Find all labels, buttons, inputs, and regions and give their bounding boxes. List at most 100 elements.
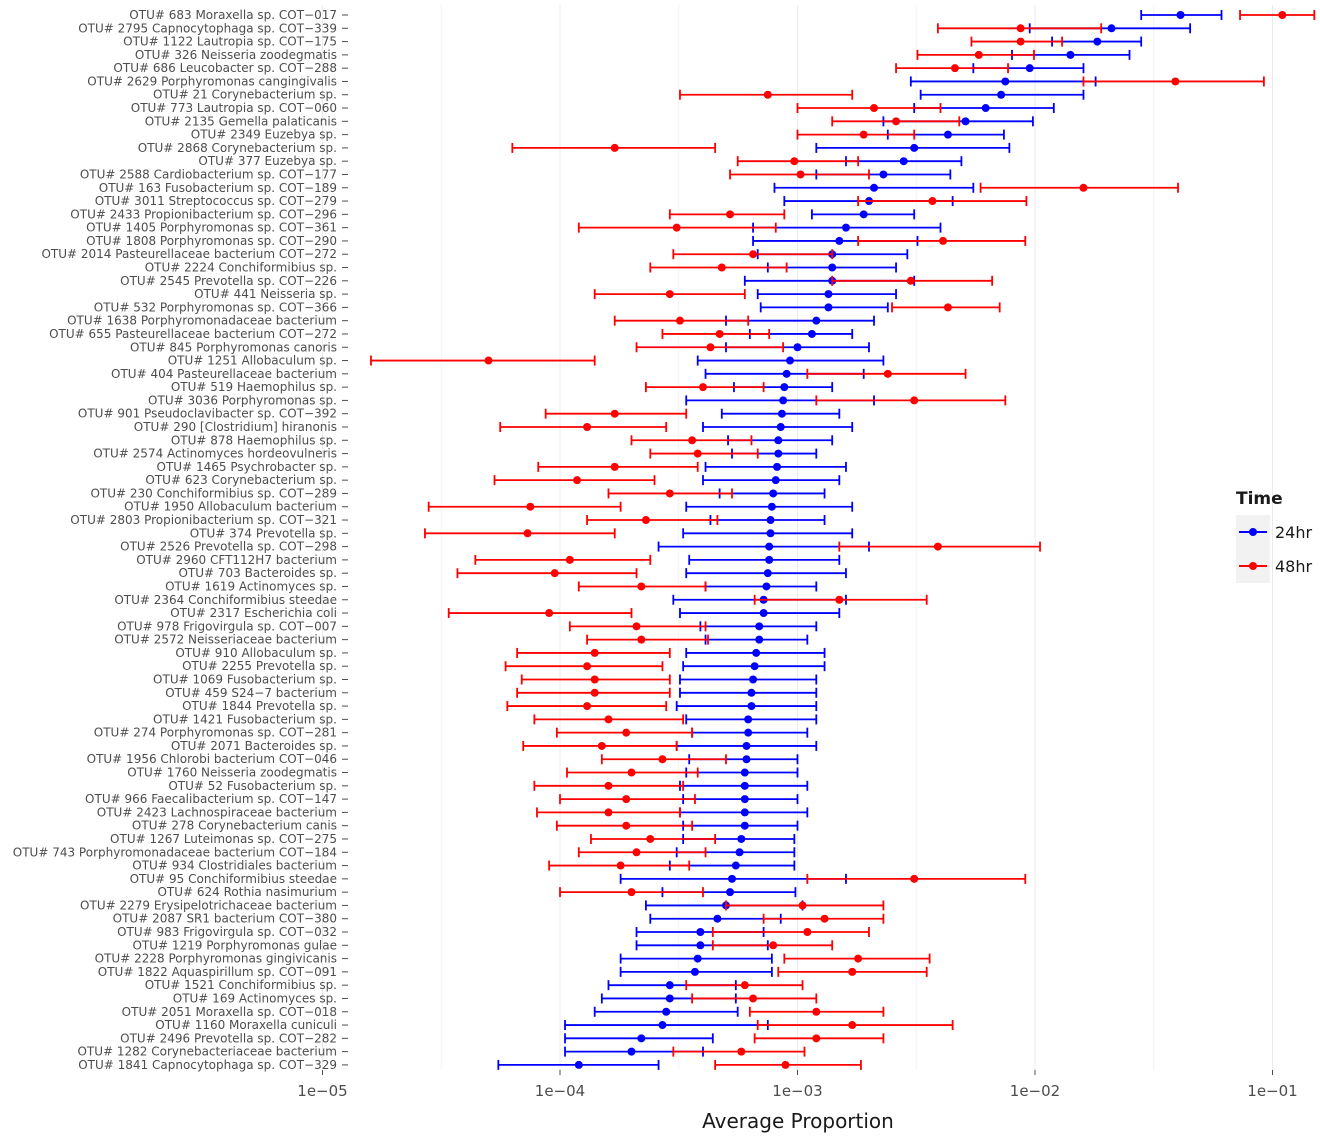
y-tick-label: OTU# 1267 Luteimonas sp. COT−275 xyxy=(110,832,337,846)
y-tick-label: OTU# 2255 Prevotella sp. xyxy=(182,659,337,673)
point-48hr xyxy=(565,555,574,564)
y-tick-label: OTU# 21 Corynebacterium sp. xyxy=(153,88,337,102)
point-48hr xyxy=(610,143,619,152)
y-tick-label: OTU# 1421 Fusobacterium sp. xyxy=(153,712,337,726)
y-tick-label: OTU# 1282 Corynebacteriaceae bacterium xyxy=(77,1045,337,1059)
point-48hr xyxy=(848,967,857,976)
y-tick-label: OTU# 2349 Euzebya sp. xyxy=(191,128,337,142)
point-48hr xyxy=(740,981,749,990)
point-24hr xyxy=(765,542,774,551)
point-24hr xyxy=(779,396,788,405)
point-48hr xyxy=(672,223,681,232)
point-24hr xyxy=(713,914,722,923)
point-48hr xyxy=(632,848,641,857)
point-48hr xyxy=(637,582,646,591)
point-48hr xyxy=(1016,24,1025,33)
y-tick-label: OTU# 163 Fusobacterium sp. COT−189 xyxy=(99,181,337,195)
point-24hr xyxy=(740,768,749,777)
y-tick-label: OTU# 1521 Conchiformibius sp. xyxy=(145,978,337,992)
y-tick-label: OTU# 2228 Porphyromonas gingivicanis xyxy=(95,952,337,966)
point-24hr xyxy=(879,170,888,179)
y-tick-label: OTU# 1808 Porphyromonas sp. COT−290 xyxy=(86,234,337,248)
point-48hr xyxy=(769,941,778,950)
y-tick-label: OTU# 934 Clostridiales bacterium xyxy=(132,859,337,873)
point-24hr xyxy=(786,356,795,365)
y-tick-label: OTU# 441 Neisseria sp. xyxy=(194,287,337,301)
y-tick-label: OTU# 978 Frigovirgula sp. COT−007 xyxy=(117,619,337,633)
point-48hr xyxy=(943,303,952,312)
point-24hr xyxy=(740,795,749,804)
point-48hr xyxy=(796,170,805,179)
point-24hr xyxy=(696,928,705,937)
y-tick-label: OTU# 459 S24−7 bacterium xyxy=(165,686,337,700)
y-tick-label: OTU# 703 Bacteroides sp. xyxy=(178,566,337,580)
point-48hr xyxy=(1171,77,1180,86)
y-tick-label: OTU# 655 Pasteurellaceae bacterium COT−2… xyxy=(49,327,337,341)
point-48hr xyxy=(737,1047,746,1056)
y-tick-label: OTU# 374 Prevotella sp. xyxy=(190,526,337,540)
y-tick-label: OTU# 624 Rothia nasimurium xyxy=(157,885,337,899)
point-24hr xyxy=(762,582,771,591)
point-48hr xyxy=(1016,37,1025,46)
legend-label-48hr: 48hr xyxy=(1275,556,1313,576)
y-tick-label: OTU# 966 Faecalibacterium sp. COT−147 xyxy=(85,792,337,806)
point-48hr xyxy=(798,901,807,910)
point-24hr xyxy=(752,648,761,657)
point-48hr xyxy=(1278,11,1287,19)
y-tick-label: OTU# 2135 Gemella palaticanis xyxy=(145,114,337,128)
point-24hr xyxy=(766,516,775,525)
point-24hr xyxy=(740,821,749,830)
point-24hr xyxy=(728,874,737,883)
y-tick-label: OTU# 2588 Cardiobacterium sp. COT−177 xyxy=(80,167,337,181)
point-48hr xyxy=(910,874,919,883)
y-tick-label: OTU# 2545 Prevotella sp. COT−226 xyxy=(120,274,337,288)
point-24hr xyxy=(1066,50,1075,59)
point-48hr xyxy=(622,795,631,804)
point-48hr xyxy=(484,356,493,365)
point-24hr xyxy=(981,104,990,113)
y-tick-label: OTU# 1760 Neisseria zoodegmatis xyxy=(127,766,337,780)
y-tick-label: OTU# 686 Leucobacter sp. COT−288 xyxy=(113,61,337,75)
point-24hr xyxy=(737,834,746,843)
point-24hr xyxy=(767,502,776,511)
y-tick-label: OTU# 623 Corynebacterium sp. xyxy=(145,473,337,487)
point-48hr xyxy=(632,622,641,631)
point-24hr xyxy=(771,476,780,485)
point-24hr xyxy=(742,741,751,750)
point-48hr xyxy=(933,542,942,551)
y-tick-label: OTU# 95 Conchiformibius steedae xyxy=(130,872,337,886)
y-tick-label: OTU# 878 Haemophilus sp. xyxy=(171,433,337,447)
y-tick-label: OTU# 2071 Bacteroides sp. xyxy=(171,739,337,753)
point-24hr xyxy=(658,1021,667,1030)
legend-label-24hr: 24hr xyxy=(1275,522,1313,542)
x-axis-title: Average Proportion xyxy=(702,1109,894,1133)
y-tick-label: OTU# 326 Neisseria zoodegmatis xyxy=(135,48,337,62)
point-24hr xyxy=(782,369,791,378)
y-tick-label: OTU# 2868 Corynebacterium sp. xyxy=(138,141,337,155)
point-24hr xyxy=(731,861,740,870)
point-24hr xyxy=(759,609,768,618)
y-tick-label: OTU# 2224 Conchiformibius sp. xyxy=(145,261,337,275)
point-24hr xyxy=(696,941,705,950)
y-tick-label: OTU# 2496 Prevotella sp. COT−282 xyxy=(120,1031,337,1045)
y-tick-label: OTU# 532 Porphyromonas sp. COT−366 xyxy=(94,300,337,314)
point-24hr xyxy=(637,1034,646,1043)
point-24hr xyxy=(735,848,744,857)
point-48hr xyxy=(627,888,636,897)
point-48hr xyxy=(693,449,702,458)
point-24hr xyxy=(755,635,764,644)
y-tick-label: OTU# 3011 Streptococcus sp. COT−279 xyxy=(95,194,337,208)
point-24hr xyxy=(693,954,702,963)
y-tick-label: OTU# 2364 Conchiformibius steedae xyxy=(114,593,337,607)
point-24hr xyxy=(1176,11,1185,19)
point-48hr xyxy=(910,396,919,405)
y-tick-label: OTU# 743 Porphyromonadaceae bacterium CO… xyxy=(13,845,337,859)
point-48hr xyxy=(749,994,758,1003)
y-tick-label: OTU# 1841 Capnocytophaga sp. COT−329 xyxy=(78,1058,337,1072)
point-24hr xyxy=(726,888,735,897)
y-tick-label: OTU# 2629 Porphyromonas cangingivalis xyxy=(87,74,337,88)
y-tick-label: OTU# 519 Haemophilus sp. xyxy=(171,380,337,394)
point-24hr xyxy=(747,688,756,697)
